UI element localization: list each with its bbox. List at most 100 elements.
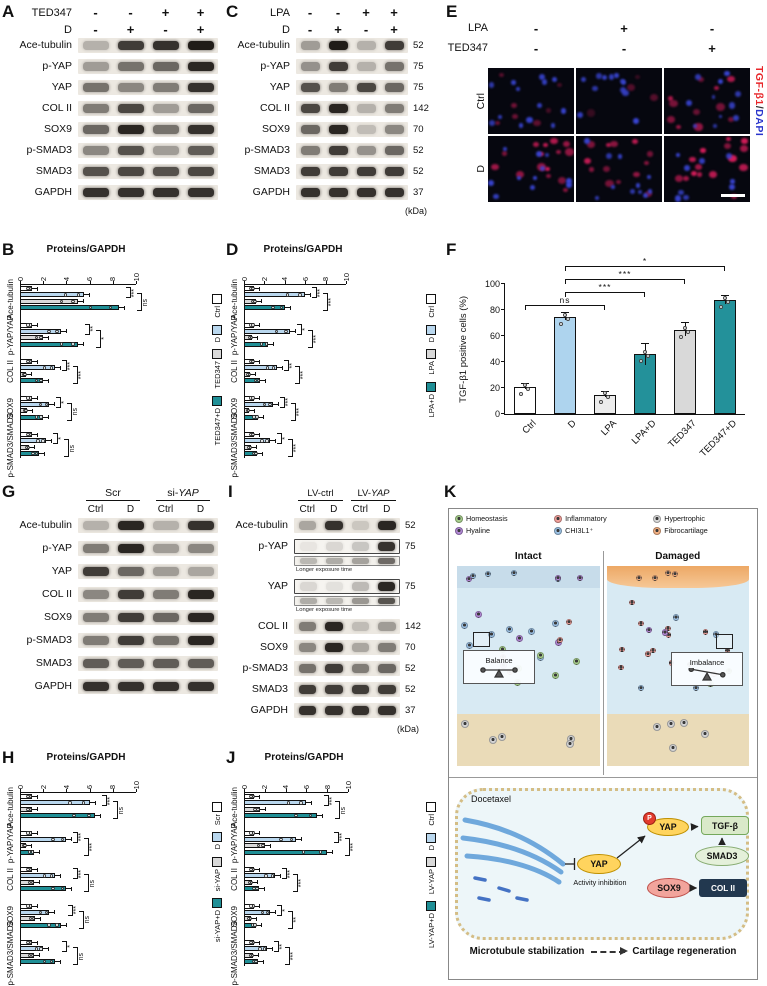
- molecular-weight: 75: [413, 61, 424, 72]
- cell-dot: [650, 647, 656, 654]
- protein-label: YAP: [51, 81, 72, 93]
- bar-row: [244, 328, 346, 334]
- band-strip: [78, 164, 218, 179]
- axis-tick-label: 80: [489, 305, 500, 315]
- data-point: [34, 415, 39, 419]
- cell-dot: [537, 651, 545, 659]
- legend-item: D: [212, 832, 222, 850]
- lane-group-label: Scr: [86, 487, 140, 501]
- data-point: [272, 366, 276, 370]
- lane-header: LPA - - + + D - + - +: [226, 4, 438, 38]
- bar-row: [244, 867, 348, 872]
- band: [300, 83, 320, 92]
- significance-bracket: ***: [284, 947, 297, 966]
- fluorescence-image: [488, 136, 574, 202]
- band: [356, 104, 376, 113]
- significance-label: ***: [350, 842, 358, 851]
- tgfb1-signal: [515, 171, 524, 179]
- band: [300, 167, 320, 176]
- legend-item: Hyaline: [455, 526, 552, 535]
- data-point: [726, 299, 730, 304]
- band: [328, 62, 348, 71]
- cell-dot: [700, 730, 709, 738]
- dapi-nucleus: [619, 86, 626, 93]
- protein-label: p-SMAD3: [244, 144, 290, 156]
- tgfb1-signal: [708, 170, 718, 179]
- legend-label: Inflammatory: [565, 514, 607, 523]
- data-point: [258, 947, 262, 951]
- significance-label: ***: [618, 269, 632, 279]
- significance-bracket: ***: [312, 287, 324, 299]
- axis-tick-label: 10: [343, 780, 353, 789]
- data-point: [82, 801, 86, 805]
- imbalance-box: Imbalance: [671, 652, 743, 686]
- data-point: [265, 366, 269, 370]
- bar-row: [244, 830, 348, 836]
- condition-value: -: [93, 22, 98, 37]
- bar: [20, 341, 78, 347]
- band: [298, 521, 316, 530]
- kda-unit: (kDa): [405, 206, 427, 216]
- tgfb1-signal: [700, 148, 706, 153]
- tgfb1-signal: [491, 163, 500, 171]
- lane-group-label: si-YAP: [156, 487, 210, 501]
- dapi-nucleus: [684, 165, 690, 172]
- cell-dot: [511, 570, 518, 576]
- legend-label: Homeostasis: [466, 514, 508, 523]
- blot-row: p-SMAD3: [2, 633, 226, 648]
- legend-label: TED347+D: [212, 407, 222, 445]
- band: [187, 167, 214, 176]
- dapi-nucleus: [502, 146, 507, 151]
- band: [187, 146, 214, 155]
- legend-label: LPA: [426, 361, 436, 375]
- legend-swatch: [426, 901, 436, 912]
- bar-row: [20, 916, 136, 922]
- imbalance-label: Imbalance: [689, 657, 725, 667]
- blot-row: p-YAP: [2, 59, 224, 74]
- data-point: [248, 917, 253, 921]
- category-label: p-SMAD3/SMAD3: [229, 920, 239, 986]
- bar: [20, 886, 67, 892]
- data-point: [36, 439, 40, 443]
- bar-row: [244, 952, 348, 958]
- p-yap-label: YAP: [659, 822, 677, 832]
- plot-area: 0 20 40 60 80 100 Ctrl D LPA LPA+D TED347 TED347+D n…: [485, 256, 745, 459]
- microtubule-icon: [460, 817, 566, 902]
- bar-row: [20, 328, 136, 334]
- band: [82, 544, 109, 553]
- bar-row: [20, 830, 136, 836]
- data-point: [254, 451, 258, 456]
- molecular-weight: 37: [413, 187, 424, 198]
- panel-label-a: A: [2, 2, 15, 21]
- tgfb1-signal: [545, 173, 552, 179]
- lane-group-label: LV-ctrl: [298, 488, 343, 501]
- significance-bracket: ns: [78, 910, 91, 929]
- panel-g: G Scr si-YAP Ctrl D Ctrl D Ace-tubulin p-YAP YAP…: [2, 482, 226, 748]
- band-strip: [78, 101, 218, 116]
- condition-value: +: [126, 22, 135, 37]
- molecular-weight: 75: [413, 82, 424, 93]
- bar-row: [20, 940, 136, 945]
- band-strip: [78, 541, 218, 556]
- band: [351, 582, 369, 591]
- data-point: [294, 813, 298, 818]
- category-label: Ace-tubulin: [5, 278, 15, 319]
- blot-row: Ace-tubulin 52: [228, 518, 438, 533]
- cell-dot: [651, 574, 658, 581]
- bar: [244, 849, 328, 855]
- band-strip: [294, 518, 400, 533]
- cell-dot: [485, 570, 492, 577]
- band: [82, 104, 109, 113]
- data-point: [279, 305, 283, 310]
- bar-row: [20, 292, 136, 298]
- data-point: [526, 386, 530, 391]
- band: [325, 706, 343, 715]
- band-strip: [78, 38, 218, 53]
- x-tick-label: Ctrl: [520, 418, 539, 437]
- legend-label: D: [212, 336, 222, 343]
- legend-swatch: [212, 898, 222, 909]
- channel-separator: /: [753, 105, 765, 110]
- bar-row: [244, 843, 348, 849]
- data-point: [251, 794, 255, 799]
- protein-label: COL II: [260, 102, 290, 114]
